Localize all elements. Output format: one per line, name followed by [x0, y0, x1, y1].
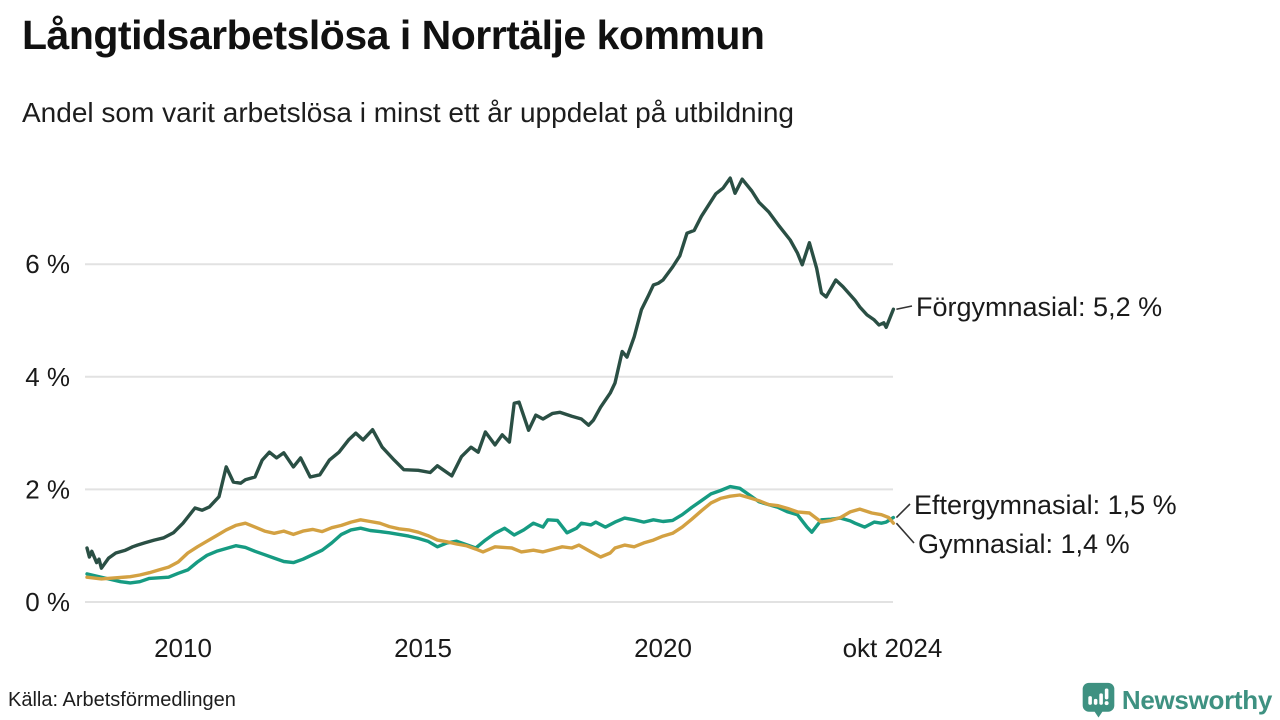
- x-tick-label: okt 2024: [843, 633, 943, 663]
- y-tick-label: 0 %: [25, 587, 70, 617]
- chart-subtitle: Andel som varit arbetslösa i minst ett å…: [22, 97, 794, 128]
- brand-lockup: Newsworthy: [1082, 680, 1272, 720]
- newsworthy-logo-icon: [1082, 682, 1115, 718]
- annotation-connector-förgymnasial: [896, 305, 913, 311]
- x-tick-label: 2020: [634, 633, 692, 663]
- series-end-label-gymnasial: Gymnasial: 1,4 %: [918, 529, 1130, 559]
- y-tick-label: 4 %: [25, 362, 70, 392]
- annotation-connector-gymnasial: [895, 522, 915, 544]
- series-line-förgymnasial: [85, 176, 896, 570]
- x-tick-label: 2010: [154, 633, 212, 663]
- brand-name: Newsworthy: [1121, 684, 1272, 715]
- y-tick-label: 2 %: [25, 474, 70, 504]
- x-tick-label: 2015: [394, 633, 452, 663]
- annotation-connector-eftergymnasial: [895, 503, 911, 519]
- y-tick-label: 6 %: [25, 249, 70, 279]
- series-end-label-forgymnasial: Förgymnasial: 5,2 %: [916, 292, 1163, 322]
- series-line-gymnasial: [85, 493, 896, 581]
- series-end-label-eftergymnasial: Eftergymnasial: 1,5 %: [914, 490, 1177, 520]
- source-note: Källa: Arbetsförmedlingen: [8, 689, 236, 711]
- chart-title: Långtidsarbetslösa i Norrtälje kommun: [22, 12, 765, 58]
- series-line-eftergymnasial: [85, 484, 896, 585]
